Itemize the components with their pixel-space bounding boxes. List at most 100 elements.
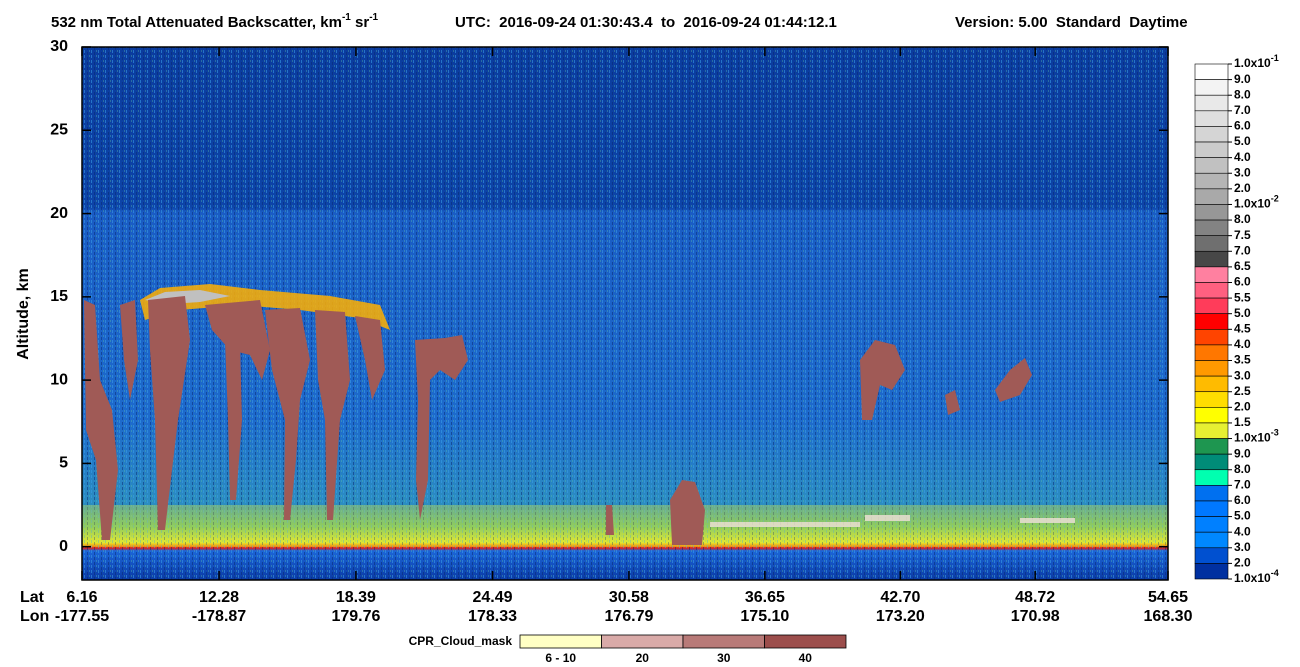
title-exp: -1 bbox=[342, 12, 351, 23]
colorbar-label: 1.0x10-3 bbox=[1234, 428, 1279, 445]
x-tick-label: 18.39 bbox=[336, 589, 376, 606]
y-tick-label: 25 bbox=[50, 122, 68, 139]
colorbar-label-exp: -1 bbox=[1271, 53, 1279, 63]
cpr-legend-swatch bbox=[682, 634, 765, 649]
colorbar-bin bbox=[1194, 188, 1229, 205]
colorbar-label-base: 1.0x10 bbox=[1234, 431, 1271, 445]
colorbar-label: 5.0 bbox=[1234, 134, 1251, 148]
colorbar-label: 3.0 bbox=[1234, 165, 1251, 179]
colorbar-label: 4.0 bbox=[1234, 337, 1251, 351]
x-tick-label: 48.72 bbox=[1015, 589, 1055, 606]
colorbar-bin bbox=[1194, 438, 1229, 455]
colorbar-label-base: 1.0x10 bbox=[1234, 56, 1271, 70]
colorbar-bin bbox=[1194, 500, 1229, 517]
colorbar-bin bbox=[1194, 547, 1229, 564]
lon-tick-label: 176.79 bbox=[604, 608, 653, 625]
colorbar-label: 4.0 bbox=[1234, 524, 1251, 538]
x-tick-label: 6.16 bbox=[66, 589, 97, 606]
colorbar-label: 8.0 bbox=[1234, 87, 1251, 101]
colorbar-label: 1.5 bbox=[1234, 415, 1251, 429]
x-tick-label: 24.49 bbox=[473, 589, 513, 606]
colorbar-bin bbox=[1194, 453, 1229, 471]
cpr-legend-label: 30 bbox=[717, 651, 731, 665]
colorbar-label: 3.0 bbox=[1234, 540, 1251, 554]
colorbar-bin bbox=[1194, 204, 1229, 221]
title-unit-exp: -1 bbox=[369, 12, 378, 23]
colorbar-bin bbox=[1194, 157, 1229, 174]
y-axis-label: Altitude, km bbox=[15, 268, 32, 360]
title-unit: sr bbox=[351, 14, 370, 31]
colorbar-bin bbox=[1194, 563, 1229, 580]
colorbar-label-exp: -4 bbox=[1271, 568, 1279, 578]
x2-axis-label: Lon bbox=[20, 608, 49, 625]
low-cloud bbox=[710, 515, 1075, 527]
x-tick-label: 42.70 bbox=[880, 589, 920, 606]
y-tick-label: 20 bbox=[50, 205, 68, 222]
colorbar-bin bbox=[1194, 375, 1229, 393]
colorbar-bin bbox=[1194, 79, 1229, 96]
colorbar-label: 5.5 bbox=[1234, 290, 1251, 304]
colorbar-label: 2.0 bbox=[1234, 181, 1251, 195]
colorbar-label: 6.0 bbox=[1234, 119, 1251, 133]
colorbar-label: 7.0 bbox=[1234, 478, 1251, 492]
lon-tick-label: -177.55 bbox=[55, 608, 109, 625]
colorbar-bin bbox=[1194, 531, 1229, 549]
colorbar-bin bbox=[1194, 219, 1229, 236]
lon-tick-label: 179.76 bbox=[331, 608, 380, 625]
lon-tick-label: -178.87 bbox=[192, 608, 246, 625]
colorbar-label-base: 1.0x10 bbox=[1234, 197, 1271, 211]
colorbar-label: 4.5 bbox=[1234, 321, 1251, 335]
lon-tick-label: 173.20 bbox=[876, 608, 925, 625]
colorbar-label: 4.0 bbox=[1234, 150, 1251, 164]
colorbar-label: 2.0 bbox=[1234, 400, 1251, 414]
colorbar-bin bbox=[1194, 407, 1229, 424]
cpr-legend-label: 20 bbox=[636, 651, 650, 665]
colorbar-bin bbox=[1194, 282, 1229, 299]
colorbar-bin bbox=[1194, 360, 1229, 377]
version: Version: 5.00 Standard Daytime bbox=[955, 14, 1188, 31]
plot-field bbox=[82, 47, 1168, 580]
colorbar-label: 1.0x10-4 bbox=[1234, 568, 1279, 585]
y-tick-label: 5 bbox=[59, 455, 68, 472]
colorbar-label: 6.5 bbox=[1234, 259, 1251, 273]
colorbar-bin bbox=[1194, 469, 1229, 486]
y-tick-label: 0 bbox=[59, 538, 68, 555]
colorbar-label: 7.0 bbox=[1234, 243, 1251, 257]
colorbar-label-exp: -2 bbox=[1271, 194, 1279, 204]
cpr-legend-swatch bbox=[764, 634, 847, 649]
lon-tick-label: 168.30 bbox=[1144, 608, 1193, 625]
title-main: 532 nm Total Attenuated Backscatter, km bbox=[51, 14, 342, 31]
colorbar-label: 2.5 bbox=[1234, 384, 1251, 398]
y-tick-label: 30 bbox=[50, 38, 68, 55]
colorbar-label: 3.0 bbox=[1234, 368, 1251, 382]
cpr-legend-swatch bbox=[519, 634, 602, 649]
colorbar-label: 6.0 bbox=[1234, 275, 1251, 289]
plot-frame bbox=[81, 46, 1169, 581]
colorbar-label: 9.0 bbox=[1234, 446, 1251, 460]
colorbar-label: 2.0 bbox=[1234, 556, 1251, 570]
colorbar-label: 6.0 bbox=[1234, 493, 1251, 507]
cloud-mask bbox=[84, 296, 1032, 545]
colorbar-label: 1.0x10-1 bbox=[1234, 53, 1279, 70]
colorbar-bin bbox=[1194, 313, 1229, 330]
colorbar-bin bbox=[1194, 172, 1229, 190]
colorbar-bin bbox=[1194, 110, 1229, 127]
x-tick-label: 12.28 bbox=[199, 589, 239, 606]
colorbar-bin bbox=[1194, 235, 1229, 252]
colorbar-label: 5.0 bbox=[1234, 306, 1251, 320]
colorbar-label: 7.0 bbox=[1234, 103, 1251, 117]
colorbar-bin bbox=[1194, 516, 1229, 533]
colorbar-bin bbox=[1194, 485, 1229, 502]
colorbar-label: 7.5 bbox=[1234, 228, 1251, 242]
y-tick-label: 10 bbox=[50, 371, 68, 388]
y-tick-label: 15 bbox=[50, 288, 68, 305]
colorbar-bin bbox=[1194, 422, 1229, 439]
colorbar-bin bbox=[1194, 250, 1229, 268]
colorbar-label: 8.0 bbox=[1234, 212, 1251, 226]
colorbar-bin bbox=[1194, 266, 1229, 283]
colorbar-bin bbox=[1194, 344, 1229, 361]
colorbar-bin bbox=[1194, 391, 1229, 408]
chart-title: 532 nm Total Attenuated Backscatter, km-… bbox=[51, 12, 379, 31]
